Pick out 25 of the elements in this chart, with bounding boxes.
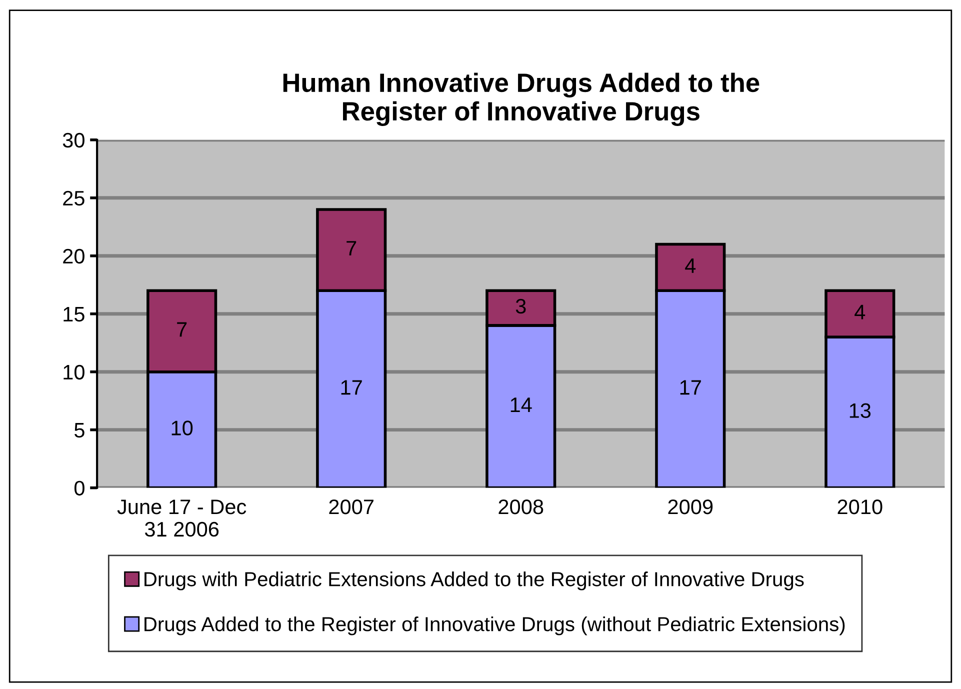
x-tick-label: 2010 bbox=[838, 499, 882, 514]
x-tick-label: 2008 bbox=[498, 499, 544, 514]
legend-label: Drugs Added to the Register of Innovative Drugs (without Pediatric Extensions) bbox=[144, 616, 845, 636]
y-tick-label: 20 bbox=[63, 248, 84, 264]
chart-title: Human Innovative Drugs Added to the Register of Innovative Drugs bbox=[283, 72, 760, 126]
legend-label: Drugs with Pediatric Extensions Added to the Register of Innovative Drugs bbox=[144, 572, 804, 590]
y-tick-label: 15 bbox=[64, 307, 84, 322]
data-label: 13 bbox=[850, 403, 871, 418]
y-tick-label: 10 bbox=[64, 364, 84, 380]
data-label: 14 bbox=[510, 398, 532, 412]
data-label: 4 bbox=[685, 258, 696, 273]
data-label: 4 bbox=[854, 304, 866, 320]
x-tick-label: June 17 - Dec 31 2006 bbox=[117, 500, 246, 537]
y-tick-label: 5 bbox=[74, 423, 84, 438]
data-label: 17 bbox=[680, 380, 701, 395]
y-tick-label: 0 bbox=[74, 480, 84, 496]
data-label: 10 bbox=[172, 420, 193, 436]
data-label: 7 bbox=[177, 322, 187, 337]
x-tick-label: 2007 bbox=[329, 499, 374, 514]
x-tick-label: 2009 bbox=[668, 499, 713, 514]
y-tick-label: 30 bbox=[62, 132, 84, 148]
data-label: 3 bbox=[516, 298, 526, 314]
y-tick-label: 25 bbox=[63, 190, 84, 206]
data-label: 17 bbox=[341, 380, 362, 395]
data-label: 7 bbox=[346, 241, 356, 256]
